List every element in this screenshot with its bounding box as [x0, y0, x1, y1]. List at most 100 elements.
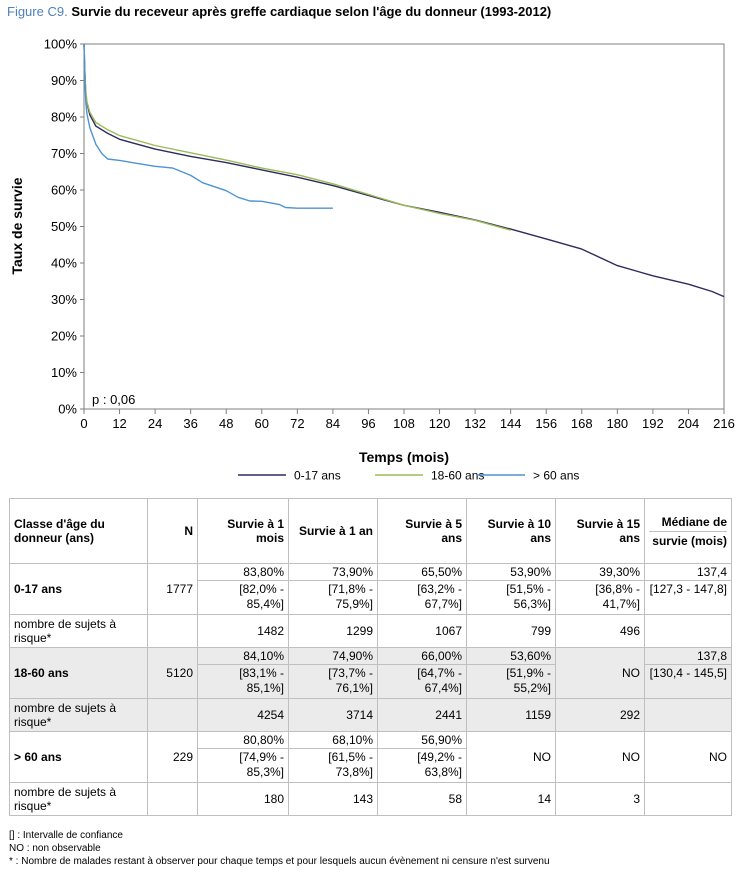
confidence-interval: [51,9% - 55,2%] — [506, 666, 551, 695]
x-tick-label: 84 — [326, 416, 340, 431]
survival-table: Classe d'âge du donneur (ans) N Survie à… — [9, 498, 732, 816]
not-observable-cell: NO — [466, 731, 556, 783]
survival-value: 39,30% — [556, 564, 644, 581]
x-tick-label: 108 — [393, 416, 415, 431]
risk-count: 1299 — [288, 614, 378, 648]
legend: 0-17 ans 18-60 ans > 60 ans — [238, 469, 579, 483]
x-tick-label: 204 — [678, 416, 700, 431]
header-median-top: Médiane de — [649, 515, 727, 532]
y-tick-label: 0% — [58, 402, 77, 417]
x-axis-label: Temps (mois) — [359, 449, 449, 465]
survival-value: 83,80% — [198, 564, 288, 581]
header-survival-1-month: Survie à 1 mois — [197, 498, 289, 564]
survival-chart: 0% 10% 20% 30% 40% 50% 60% 70% 80% 90% 100% 0 12 24 3… — [9, 37, 735, 483]
footnotes: [] : Intervalle de confiance NO : non ob… — [9, 829, 550, 868]
survival-cell: 65,50% [63,2% - 67,7%] — [377, 563, 467, 615]
empty-cell — [644, 698, 732, 732]
y-axis-label: Taux de survie — [9, 177, 25, 274]
risk-row: nombre de sujets à risque* 4254 3714 2441 11… — [9, 698, 732, 732]
y-tick-label: 80% — [51, 110, 77, 125]
confidence-interval: [127,3 - 147,8] — [649, 582, 727, 596]
header-median-survival: Médiane de survie (mois) — [644, 498, 732, 564]
x-tick-label: 144 — [500, 416, 522, 431]
figure-label: Figure C9. — [7, 4, 68, 19]
y-tick-label: 100% — [44, 37, 78, 52]
table-row: 0-17 ans 1777 83,80% [82,0% - 85,4%] 73,90%[… — [9, 563, 732, 615]
p-value-annotation: p : 0,06 — [92, 392, 135, 407]
confidence-interval: [63,2% - 67,7%] — [417, 582, 462, 611]
survival-cell: 68,10% [61,5% - 73,8%] — [288, 731, 378, 783]
survival-value: 56,90% — [378, 732, 466, 749]
x-tick-label: 72 — [290, 416, 304, 431]
risk-label: nombre de sujets à risque* — [9, 698, 148, 732]
y-tick-label: 40% — [51, 256, 77, 271]
confidence-interval: [36,8% - 41,7%] — [595, 582, 640, 611]
survival-cell: 137,4 [127,3 - 147,8] — [644, 563, 732, 615]
footnote-no: NO : non observable — [9, 843, 101, 854]
y-axis: 0% 10% 20% 30% 40% 50% 60% 70% 80% 90% 100% — [44, 37, 84, 417]
group-n: 1777 — [147, 563, 198, 615]
confidence-interval: [64,7% - 67,4%] — [417, 666, 462, 695]
x-tick-label: 192 — [642, 416, 664, 431]
not-observable-cell: NO — [644, 731, 732, 783]
x-tick-label: 216 — [713, 416, 735, 431]
risk-count: 496 — [555, 614, 645, 648]
footnote-risk: * : Nombre de malades restant à observer… — [9, 856, 550, 867]
legend-label: 18-60 ans — [431, 469, 484, 483]
risk-count: 799 — [466, 614, 556, 648]
legend-label: 0-17 ans — [294, 469, 341, 483]
header-class-age: Classe d'âge du donneur (ans) — [9, 498, 148, 564]
not-observable-cell: NO — [555, 731, 645, 783]
risk-row: nombre de sujets à risque* 180 143 58 14 3 — [9, 782, 732, 816]
footnote-ci: [] : Intervalle de confiance — [9, 830, 123, 841]
x-tick-label: 36 — [183, 416, 197, 431]
series-line-2 — [83, 43, 333, 209]
header-survival-10-years: Survie à 10 ans — [466, 498, 556, 564]
risk-count: 14 — [466, 782, 556, 816]
survival-value: 137,8 — [645, 648, 731, 665]
survival-value: 53,60% — [467, 648, 555, 665]
risk-label: nombre de sujets à risque* — [9, 614, 148, 648]
survival-value: 53,90% — [467, 564, 555, 581]
confidence-interval: [130,4 - 145,5] — [649, 666, 727, 680]
survival-cell: 137,8 [130,4 - 145,5] — [644, 647, 732, 699]
confidence-interval: [49,2% - 63,8%] — [417, 750, 462, 779]
y-tick-label: 90% — [51, 73, 77, 88]
survival-cell: 53,90% [51,5% - 56,3%] — [466, 563, 556, 615]
empty-cell — [147, 698, 198, 732]
series-layer — [83, 43, 725, 298]
x-tick-label: 180 — [606, 416, 628, 431]
header-survival-1-year: Survie à 1 an — [288, 498, 378, 564]
header-survival-15-years: Survie à 15 ans — [555, 498, 645, 564]
x-tick-label: 132 — [464, 416, 486, 431]
x-tick-label: 48 — [219, 416, 233, 431]
table-row: 18-60 ans 5120 84,10% [83,1% - 85,1%] 74,90%… — [9, 647, 732, 699]
confidence-interval: [83,1% - 85,1%] — [239, 666, 284, 695]
risk-count: 3714 — [288, 698, 378, 732]
group-n: 229 — [147, 731, 198, 783]
risk-count: 180 — [197, 782, 289, 816]
header-survival-5-years: Survie à 5 ans — [377, 498, 467, 564]
x-tick-label: 96 — [361, 416, 375, 431]
x-tick-label: 0 — [80, 416, 87, 431]
survival-cell: 74,90% [73,7% - 76,1%] — [288, 647, 378, 699]
risk-count: 1482 — [197, 614, 289, 648]
confidence-interval: [71,8% - 75,9%] — [328, 582, 373, 611]
y-tick-label: 20% — [51, 329, 77, 344]
legend-label: > 60 ans — [533, 469, 579, 483]
survival-cell: 56,90% [49,2% - 63,8%] — [377, 731, 467, 783]
figure-title: Figure C9. Survie du receveur après gref… — [7, 4, 551, 19]
confidence-interval: [73,7% - 76,1%] — [328, 666, 373, 695]
group-n: 5120 — [147, 647, 198, 699]
survival-cell: 73,90% [71,8% - 75,9%] — [288, 563, 378, 615]
x-tick-label: 156 — [535, 416, 557, 431]
survival-value: 84,10% — [198, 648, 288, 665]
not-observable-cell: NO — [555, 647, 645, 699]
group-label: > 60 ans — [9, 731, 148, 783]
y-tick-label: 10% — [51, 365, 77, 380]
survival-cell: 84,10% [83,1% - 85,1%] — [197, 647, 289, 699]
survival-cell: 83,80% [82,0% - 85,4%] — [197, 563, 289, 615]
table-row: > 60 ans 229 80,80% [74,9% - 85,3%] 68,10% [6… — [9, 731, 732, 783]
risk-count: 58 — [377, 782, 467, 816]
series-line-1 — [83, 43, 511, 231]
